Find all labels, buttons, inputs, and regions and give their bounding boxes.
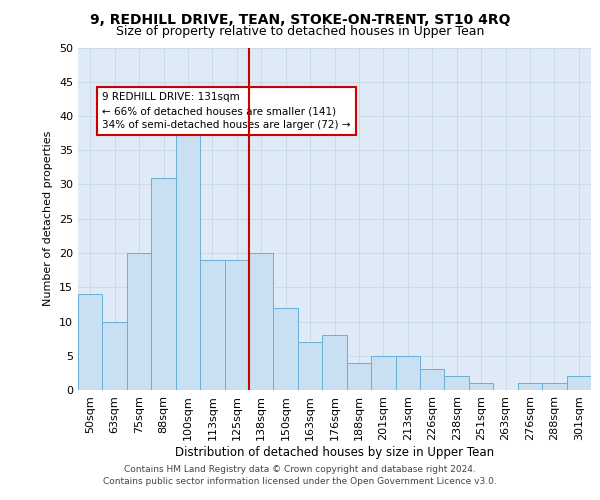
Bar [347,362,371,390]
Bar [151,178,176,390]
Bar [103,322,127,390]
Bar [371,356,395,390]
Bar [176,123,200,390]
Bar [200,260,224,390]
Bar [518,383,542,390]
Bar [395,356,420,390]
Text: Size of property relative to detached houses in Upper Tean: Size of property relative to detached ho… [116,25,484,38]
Bar [445,376,469,390]
Bar [298,342,322,390]
Bar [420,370,445,390]
Text: Contains public sector information licensed under the Open Government Licence v3: Contains public sector information licen… [103,477,497,486]
Bar [224,260,249,390]
Bar [249,253,274,390]
Text: 9 REDHILL DRIVE: 131sqm
← 66% of detached houses are smaller (141)
34% of semi-d: 9 REDHILL DRIVE: 131sqm ← 66% of detache… [103,92,351,130]
Text: Contains HM Land Registry data © Crown copyright and database right 2024.: Contains HM Land Registry data © Crown c… [124,465,476,474]
Y-axis label: Number of detached properties: Number of detached properties [43,131,53,306]
Bar [322,335,347,390]
Bar [127,253,151,390]
X-axis label: Distribution of detached houses by size in Upper Tean: Distribution of detached houses by size … [175,446,494,458]
Text: 9, REDHILL DRIVE, TEAN, STOKE-ON-TRENT, ST10 4RQ: 9, REDHILL DRIVE, TEAN, STOKE-ON-TRENT, … [90,12,510,26]
Bar [78,294,103,390]
Bar [274,308,298,390]
Bar [469,383,493,390]
Bar [566,376,591,390]
Bar [542,383,566,390]
